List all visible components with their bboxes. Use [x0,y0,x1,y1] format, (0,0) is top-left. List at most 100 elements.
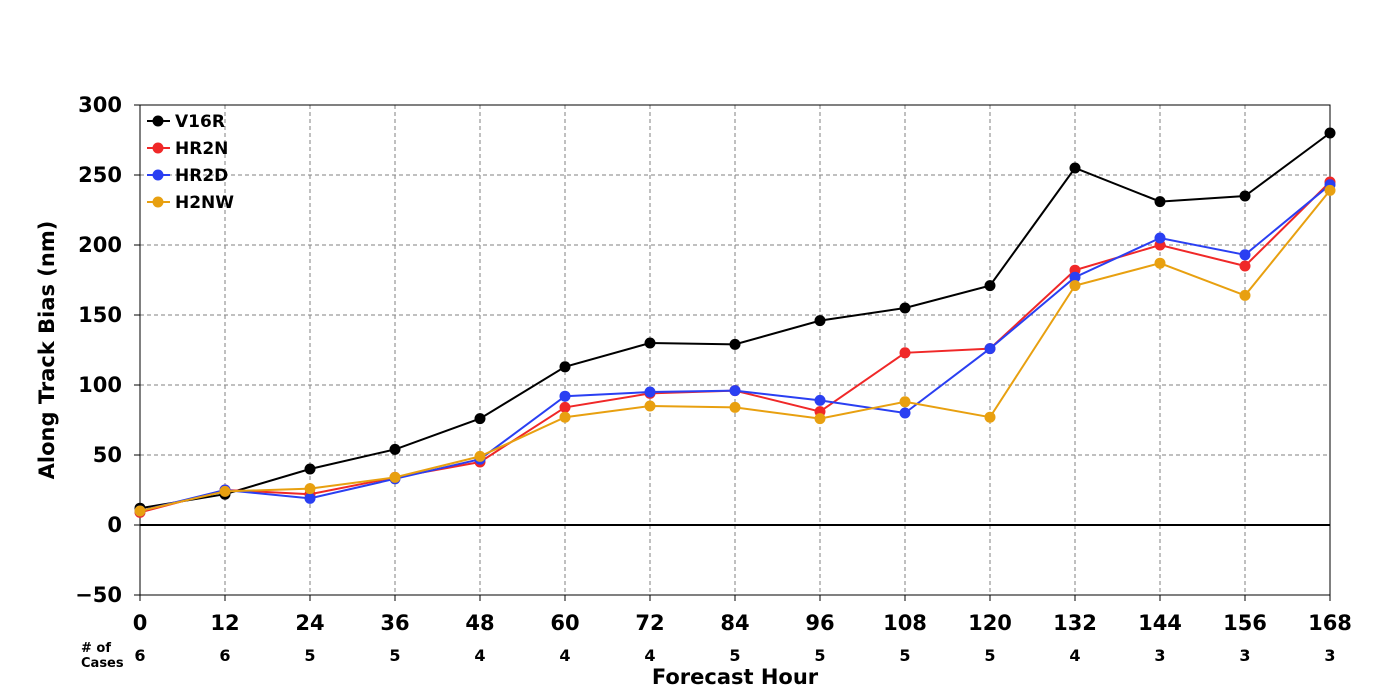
data-point [899,347,911,359]
y-tick-label: 100 [78,373,122,397]
data-point [644,400,656,412]
data-point [304,463,316,475]
data-point [1154,232,1166,244]
data-point [1324,127,1336,139]
legend-marker [152,115,164,127]
data-point [1154,196,1166,208]
data-point [219,485,231,497]
x-tick-label: 96 [805,611,834,635]
data-point [1069,271,1081,283]
data-point [729,338,741,350]
grid-layer [140,105,1330,595]
case-count: 4 [644,646,655,665]
data-point [474,450,486,462]
x-tick-label: 108 [883,611,927,635]
case-count: 5 [984,646,995,665]
data-point [984,411,996,423]
data-point [559,390,571,402]
data-point [474,413,486,425]
data-point [1154,257,1166,269]
legend-item: V16R [147,112,225,132]
case-count: 5 [729,646,740,665]
x-tick-label: 72 [635,611,664,635]
data-point [559,411,571,423]
legend-marker [152,196,164,208]
legend-label: H2NW [175,193,234,213]
data-point [814,413,826,425]
x-tick-label: 120 [968,611,1012,635]
x-tick-label: 36 [380,611,409,635]
data-point [899,407,911,419]
data-point [1239,260,1251,272]
data-point [644,337,656,349]
x-tick-label: 84 [720,611,749,635]
x-tick-label: 48 [465,611,494,635]
x-tick-label: 156 [1223,611,1267,635]
case-count: 3 [1154,646,1165,665]
case-count: 4 [474,646,485,665]
case-count: 6 [219,646,230,665]
y-tick-label: −50 [75,583,122,607]
data-point [984,280,996,292]
x-tick-labels: 0 12 24 36 48 60 72 84 96 108 120 132 144 156 168 [133,595,1352,635]
cases-label: # of Cases [81,641,124,671]
data-point [1239,249,1251,261]
data-point [559,361,571,373]
x-tick-label: 132 [1053,611,1097,635]
data-point [389,443,401,455]
data-point [644,386,656,398]
legend-label: HR2N [175,139,228,159]
x-tick-label: 144 [1138,611,1182,635]
data-point [814,394,826,406]
data-point [899,396,911,408]
data-point [1069,162,1081,174]
data-point [814,315,826,327]
y-axis-title: Along Track Bias (nm) [35,221,59,480]
y-tick-label: 250 [78,163,122,187]
x-axis-title: Forecast Hour [652,665,819,689]
x-tick-label: 0 [133,611,148,635]
legend-item: HR2D [147,166,228,186]
case-count: 4 [1069,646,1080,665]
series-h2nw [134,184,1336,517]
y-tick-label: 50 [93,443,122,467]
case-count: 5 [389,646,400,665]
case-count: 5 [899,646,910,665]
data-point [304,483,316,495]
cases-row: 6 6 5 5 4 4 4 5 5 5 5 4 3 3 3 [134,646,1335,665]
x-tick-label: 60 [550,611,579,635]
data-point [729,385,741,397]
data-point [1069,280,1081,292]
data-point [1324,184,1336,196]
data-point [134,505,146,517]
legend-item: H2NW [147,193,234,213]
data-point [899,302,911,314]
legend-label: HR2D [175,166,228,186]
data-point [559,401,571,413]
legend-marker [152,169,164,181]
data-point [1239,190,1251,202]
x-tick-label: 12 [210,611,239,635]
y-tick-label: 300 [78,93,122,117]
legend-marker [152,142,164,154]
legend-item: HR2N [147,139,228,159]
x-tick-label: 168 [1308,611,1352,635]
legend: V16R HR2N HR2D H2NW [147,112,234,213]
case-count: 6 [134,646,145,665]
series-layer [134,127,1336,518]
case-count: 5 [304,646,315,665]
data-point [389,471,401,483]
data-point [984,343,996,355]
data-point [1239,289,1251,301]
data-point [729,401,741,413]
y-tick-labels: −50 0 50 100 150 200 250 300 [75,93,140,607]
x-tick-label: 24 [295,611,324,635]
case-count: 5 [814,646,825,665]
case-count: 3 [1239,646,1250,665]
y-tick-label: 0 [107,513,122,537]
data-point [304,492,316,504]
legend-label: V16R [175,112,225,132]
case-count: 4 [559,646,570,665]
case-count: 3 [1324,646,1335,665]
